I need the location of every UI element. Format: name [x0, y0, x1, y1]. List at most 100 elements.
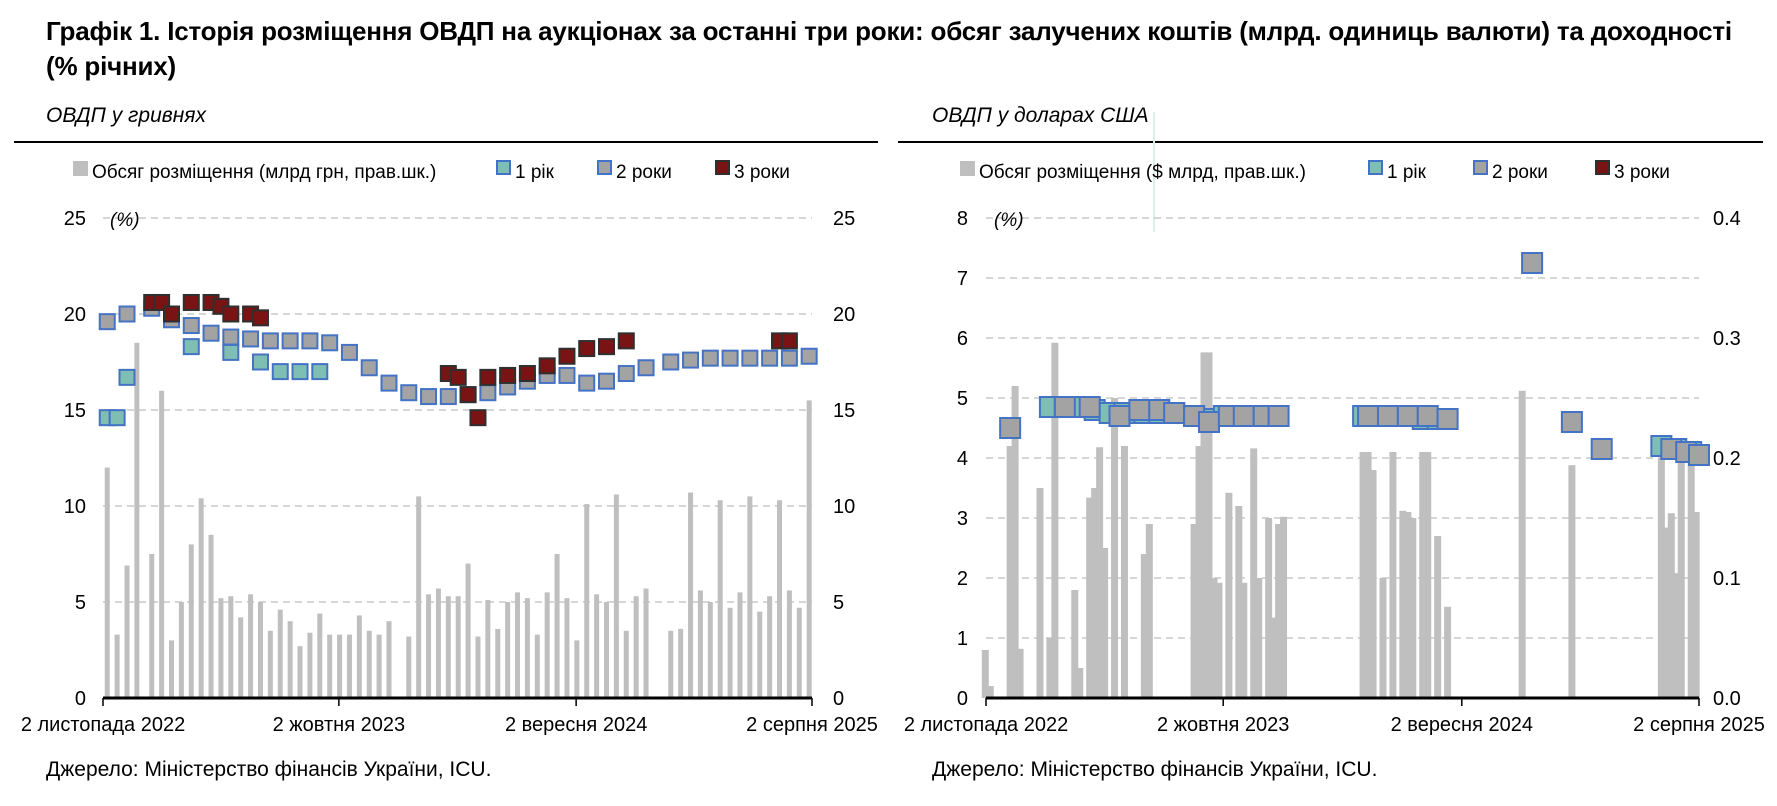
- yield-marker-3y: [499, 366, 517, 384]
- volume-bar: [1036, 488, 1044, 698]
- yield-marker-3y: [469, 409, 487, 427]
- yield-marker-2y: [380, 374, 398, 392]
- volume-bar: [1215, 582, 1223, 698]
- volume-bar: [786, 590, 792, 698]
- volume-bar: [796, 607, 802, 698]
- yield-marker-2y: [281, 332, 299, 350]
- volume-bar: [257, 602, 263, 698]
- y-right-tick-label: 0.1: [1713, 568, 1741, 590]
- volume-bar: [287, 621, 293, 698]
- volume-bars: [981, 342, 1700, 698]
- volume-bar: [1369, 470, 1377, 698]
- volume-bar: [1379, 578, 1387, 698]
- yield-marker-1y: [291, 363, 309, 381]
- volume-bar: [1265, 518, 1273, 698]
- yield-marker-2y: [701, 349, 719, 367]
- y-right-tick-label: 0: [833, 688, 844, 710]
- volume-bar: [1687, 452, 1695, 698]
- volume-bar: [317, 613, 323, 698]
- yield-marker-2y: [578, 374, 596, 392]
- volume-bar: [178, 602, 184, 698]
- volume-bar: [1424, 452, 1432, 698]
- legend-label-volume: Обсяг розміщення ($ млрд, прав.шк.): [979, 162, 1306, 183]
- volume-bar: [1016, 648, 1024, 698]
- yield-marker-2y: [1108, 405, 1131, 427]
- yield-marker-3y: [449, 368, 467, 386]
- yield-marker-3y: [479, 368, 497, 386]
- volume-bar: [1011, 386, 1019, 698]
- x-tick-label: 2 вересня 2024: [1391, 714, 1533, 736]
- volume-bar: [1235, 506, 1243, 698]
- y-left-tick-label: 2: [957, 568, 968, 590]
- volume-bar: [981, 650, 989, 698]
- volume-bar: [584, 504, 590, 698]
- chart-usd: 2 листопада 2022 2 жовтня 2023 2 вересня 2…: [904, 160, 1765, 736]
- volume-bar: [1662, 527, 1670, 698]
- y-left-tick-label: 20: [64, 304, 86, 326]
- legend-swatch-2y: [597, 160, 612, 175]
- x-tick-label: 2 серпня 2025: [1633, 714, 1765, 736]
- yield-marker-2y: [617, 365, 635, 383]
- yield-marker-2y: [662, 353, 680, 371]
- x-tick-label: 2 листопада 2022: [904, 714, 1068, 736]
- yield-marker-1y: [118, 368, 136, 386]
- volume-bar: [228, 596, 234, 698]
- y-left-tick-label: 15: [64, 400, 86, 422]
- volume-bar: [168, 640, 174, 698]
- yield-marker-2y: [682, 351, 700, 369]
- volume-bar: [1006, 446, 1014, 698]
- volume-bar: [1101, 548, 1109, 698]
- volume-bar: [1205, 352, 1213, 698]
- yield-marker-3y: [598, 338, 616, 356]
- yield-marker-2y: [1357, 405, 1380, 427]
- volume-bar: [544, 592, 550, 698]
- volume-bar: [986, 686, 994, 698]
- legend-swatch-1y: [1368, 160, 1383, 175]
- volume-bar: [697, 590, 703, 698]
- yield-marker-2y: [182, 317, 200, 335]
- y-right-tick-label: 0.0: [1713, 688, 1741, 710]
- legend-label-1y: 1 рік: [1387, 162, 1427, 183]
- volume-bar: [1657, 458, 1665, 698]
- yield-marker-2y: [340, 343, 358, 361]
- volume-bar: [149, 554, 155, 698]
- y-left-tick-label: 3: [957, 508, 968, 530]
- yield-marker-2y: [1078, 396, 1101, 418]
- volume-bar: [1434, 536, 1442, 698]
- chart-title: Графік 1. Історія розміщення ОВДП на аук…: [46, 16, 1732, 81]
- volume-bar: [1140, 554, 1148, 698]
- volume-bar: [505, 602, 511, 698]
- volume-bar: [1692, 512, 1700, 698]
- yield-marker-2y: [202, 324, 220, 342]
- yield-marker-2y: [321, 334, 339, 352]
- grid: [986, 217, 1699, 639]
- legend-swatch-3y: [1595, 160, 1610, 175]
- legend: Обсяг розміщення ($ млрд, прав.шк.) 1 рі…: [960, 160, 1670, 183]
- volume-bar: [1210, 578, 1218, 698]
- volume-bar: [623, 630, 629, 698]
- chart-uah: 2 листопада 2022 2 жовтня 2023 2 вересня 2…: [21, 160, 878, 736]
- volume-bar: [426, 594, 432, 698]
- volume-bar: [1389, 452, 1397, 698]
- yield-marker-2y: [999, 417, 1022, 439]
- volume-bar: [416, 496, 422, 698]
- yield-marker-2y: [637, 359, 655, 377]
- divider-left: [14, 141, 878, 143]
- legend-label-volume: Обсяг розміщення (млрд грн, прав.шк.): [92, 162, 436, 183]
- volume-bar: [554, 554, 560, 698]
- yield-marker-1y: [311, 363, 329, 381]
- yield-marker-3y: [222, 305, 240, 323]
- yield-marker-3y: [162, 305, 180, 323]
- volume-bar: [1409, 518, 1417, 698]
- volume-bar: [806, 400, 812, 698]
- yield-marker-3y: [538, 357, 556, 375]
- y-right-tick-label: 20: [833, 304, 855, 326]
- volume-bar: [767, 596, 773, 698]
- yield-marker-2y: [261, 332, 279, 350]
- volume-bar: [1250, 448, 1258, 698]
- volume-bar: [1120, 446, 1128, 698]
- yield-marker-2y: [118, 305, 136, 323]
- volume-bar: [594, 594, 600, 698]
- volume-bar: [1096, 447, 1104, 698]
- volume-bar: [208, 534, 214, 698]
